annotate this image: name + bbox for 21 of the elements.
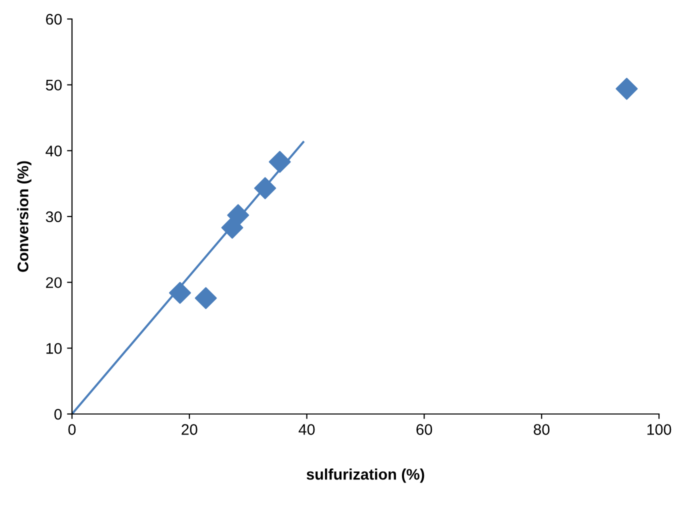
y-tick-label: 50 — [46, 80, 62, 91]
x-tick-label: 80 — [534, 424, 550, 435]
point — [227, 204, 250, 226]
x-tick-label: 100 — [647, 424, 672, 435]
x-axis-title: sulfurization (%) — [306, 468, 424, 483]
point — [169, 282, 192, 304]
x-tick-label: 0 — [68, 424, 76, 435]
x-tick-label: 40 — [298, 424, 315, 435]
point — [194, 287, 217, 310]
point — [268, 150, 291, 173]
x-tick-label: 60 — [416, 424, 432, 435]
y-tick-label: 40 — [46, 146, 62, 156]
y-axis-title: Conversion (%) — [17, 161, 32, 272]
point — [254, 177, 276, 200]
y-tick-label: 10 — [46, 343, 62, 354]
y-tick-label: 60 — [46, 14, 62, 25]
x-tick-label: 20 — [182, 424, 198, 435]
y-tick-label: 20 — [46, 277, 62, 288]
y-tick-label: 0 — [54, 408, 62, 420]
y-tick-label: 30 — [46, 211, 62, 222]
point — [616, 78, 638, 100]
